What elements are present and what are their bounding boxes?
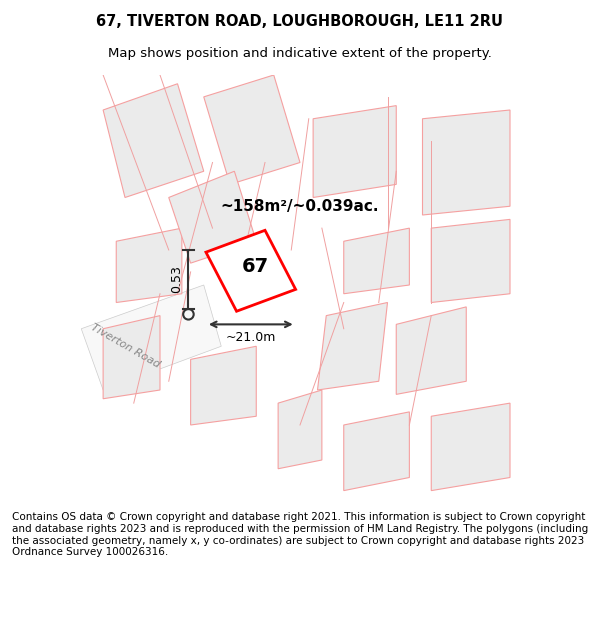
- Polygon shape: [344, 412, 409, 491]
- Text: Contains OS data © Crown copyright and database right 2021. This information is : Contains OS data © Crown copyright and d…: [12, 512, 588, 558]
- Text: 0.53: 0.53: [170, 266, 182, 294]
- Polygon shape: [81, 285, 221, 390]
- Text: Tiverton Road: Tiverton Road: [89, 322, 161, 370]
- Text: Map shows position and indicative extent of the property.: Map shows position and indicative extent…: [108, 48, 492, 61]
- Polygon shape: [116, 228, 182, 302]
- Polygon shape: [431, 403, 510, 491]
- Text: ~158m²/~0.039ac.: ~158m²/~0.039ac.: [221, 199, 379, 214]
- Polygon shape: [396, 307, 466, 394]
- Polygon shape: [344, 228, 409, 294]
- Polygon shape: [431, 219, 510, 302]
- Text: ~21.0m: ~21.0m: [226, 331, 276, 344]
- Polygon shape: [206, 231, 296, 311]
- Text: 67: 67: [242, 257, 269, 276]
- Text: 67, TIVERTON ROAD, LOUGHBOROUGH, LE11 2RU: 67, TIVERTON ROAD, LOUGHBOROUGH, LE11 2R…: [97, 14, 503, 29]
- Polygon shape: [313, 106, 396, 198]
- Polygon shape: [103, 84, 204, 198]
- Polygon shape: [169, 171, 256, 263]
- Polygon shape: [317, 302, 388, 390]
- Polygon shape: [103, 316, 160, 399]
- Polygon shape: [191, 346, 256, 425]
- Polygon shape: [278, 390, 322, 469]
- Polygon shape: [422, 110, 510, 215]
- Polygon shape: [204, 75, 300, 184]
